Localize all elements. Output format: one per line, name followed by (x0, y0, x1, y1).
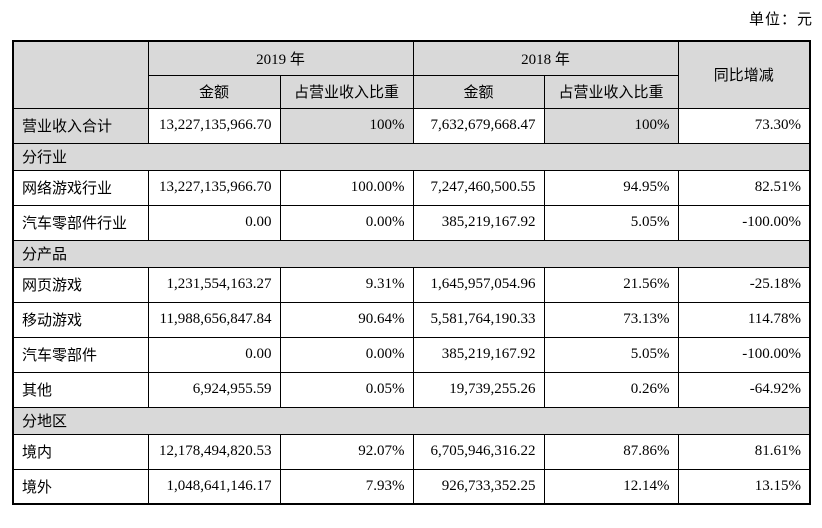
cell-ratio-2019: 9.31% (279, 266, 414, 303)
section-row: 分行业 (12, 142, 811, 171)
cell-yoy: 82.51% (677, 169, 811, 206)
cell-ratio-2018: 87.86% (543, 433, 679, 470)
cell-ratio-2018: 0.26% (543, 371, 679, 408)
cell-ratio-2019: 100% (279, 107, 414, 144)
cell-amount-2019: 6,924,955.59 (147, 371, 281, 408)
row-label: 移动游戏 (12, 301, 149, 338)
table-row: 境外 1,048,641,146.17 7.93% 926,733,352.25 12.… (12, 468, 811, 505)
header-2018: 2018 年 (412, 40, 679, 76)
cell-amount-2018: 5,581,764,190.33 (412, 301, 545, 338)
cell-amount-2019: 0.00 (147, 336, 281, 373)
cell-yoy: 114.78% (677, 301, 811, 338)
header-ratio-2018: 占营业收入比重 (543, 74, 679, 109)
cell-amount-2019: 12,178,494,820.53 (147, 433, 281, 470)
section-label: 分地区 (12, 406, 811, 435)
row-label: 营业收入合计 (12, 107, 149, 144)
row-label: 境内 (12, 433, 149, 470)
table-header: 2019 年 2018 年 同比增减 金额 占营业收入比重 金额 占营业收入比重 (12, 40, 811, 109)
cell-amount-2018: 6,705,946,316.22 (412, 433, 545, 470)
header-amount-2018: 金额 (412, 74, 545, 109)
cell-amount-2018: 1,645,957,054.96 (412, 266, 545, 303)
table-row: 境内 12,178,494,820.53 92.07% 6,705,946,316.2… (12, 433, 811, 470)
cell-amount-2018: 7,247,460,500.55 (412, 169, 545, 206)
cell-amount-2019: 1,048,641,146.17 (147, 468, 281, 505)
table-row: 汽车零部件行业 0.00 0.00% 385,219,167.92 5.05% -100.… (12, 204, 811, 241)
cell-amount-2019: 11,988,656,847.84 (147, 301, 281, 338)
cell-yoy: -25.18% (677, 266, 811, 303)
row-label: 汽车零部件行业 (12, 204, 149, 241)
cell-amount-2019: 0.00 (147, 204, 281, 241)
cell-amount-2018: 19,739,255.26 (412, 371, 545, 408)
section-label: 分产品 (12, 239, 811, 268)
cell-ratio-2018: 100% (543, 107, 679, 144)
cell-ratio-2019: 7.93% (279, 468, 414, 505)
header-row-measures: 金额 占营业收入比重 金额 占营业收入比重 (13, 74, 810, 109)
cell-yoy: -100.00% (677, 336, 811, 373)
cell-ratio-2019: 100.00% (279, 169, 414, 206)
cell-amount-2019: 1,231,554,163.27 (147, 266, 281, 303)
cell-ratio-2019: 0.00% (279, 336, 414, 373)
header-ratio-2019: 占营业收入比重 (279, 74, 414, 109)
header-amount-2019: 金额 (147, 74, 281, 109)
row-label: 网络游戏行业 (12, 169, 149, 206)
cell-ratio-2018: 12.14% (543, 468, 679, 505)
cell-amount-2019: 13,227,135,966.70 (147, 169, 281, 206)
cell-yoy: 13.15% (677, 468, 811, 505)
cell-ratio-2018: 73.13% (543, 301, 679, 338)
cell-ratio-2018: 21.56% (543, 266, 679, 303)
revenue-breakdown-table: 2019 年 2018 年 同比增减 金额 占营业收入比重 金额 占营业收入比重… (12, 40, 812, 505)
cell-ratio-2018: 94.95% (543, 169, 679, 206)
row-label: 汽车零部件 (12, 336, 149, 373)
cell-yoy: -64.92% (677, 371, 811, 408)
cell-amount-2018: 385,219,167.92 (412, 204, 545, 241)
cell-ratio-2019: 0.05% (279, 371, 414, 408)
section-row: 分地区 (12, 406, 811, 435)
cell-amount-2019: 13,227,135,966.70 (147, 107, 281, 144)
section-label: 分行业 (12, 142, 811, 171)
unit-label: 单位：元 (748, 12, 813, 28)
cell-ratio-2018: 5.05% (543, 336, 679, 373)
table-row: 汽车零部件 0.00 0.00% 385,219,167.92 5.05% -100.00… (12, 336, 811, 373)
cell-yoy: 81.61% (677, 433, 811, 470)
row-label: 境外 (12, 468, 149, 505)
corner-cell (12, 40, 149, 109)
header-row-years: 2019 年 2018 年 同比增减 (12, 40, 811, 109)
cell-ratio-2019: 92.07% (279, 433, 414, 470)
row-label: 其他 (12, 371, 149, 408)
table-row: 移动游戏 11,988,656,847.84 90.64% 5,581,764,190… (12, 301, 811, 338)
table-row: 网页游戏 1,231,554,163.27 9.31% 1,645,957,054.9… (12, 266, 811, 303)
cell-amount-2018: 385,219,167.92 (412, 336, 545, 373)
cell-yoy: 73.30% (677, 107, 811, 144)
table-row: 网络游戏行业 13,227,135,966.70 100.00% 7,247,460,… (12, 169, 811, 206)
cell-amount-2018: 926,733,352.25 (412, 468, 545, 505)
table-body: 营业收入合计 13,227,135,966.70 100% 7,632,679,668… (12, 107, 811, 505)
table-row: 其他 6,924,955.59 0.05% 19,739,255.26 0.26% -64… (12, 371, 811, 408)
cell-yoy: -100.00% (677, 204, 811, 241)
cell-ratio-2018: 5.05% (543, 204, 679, 241)
cell-ratio-2019: 90.64% (279, 301, 414, 338)
row-label: 网页游戏 (12, 266, 149, 303)
cell-ratio-2019: 0.00% (279, 204, 414, 241)
header-yoy: 同比增减 (677, 40, 811, 109)
section-row: 分产品 (12, 239, 811, 268)
table-row: 营业收入合计 13,227,135,966.70 100% 7,632,679,668… (12, 107, 811, 144)
header-2019: 2019 年 (147, 40, 414, 76)
cell-amount-2018: 7,632,679,668.47 (412, 107, 545, 144)
